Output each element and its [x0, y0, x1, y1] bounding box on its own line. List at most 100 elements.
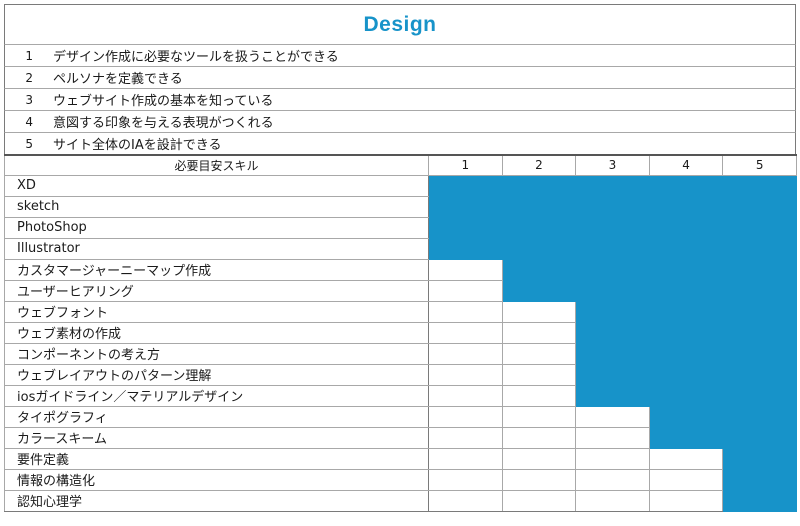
level-cell-empty: [501, 489, 577, 512]
level-cell-filled: [722, 468, 797, 491]
skill-name: PhotoShop: [4, 216, 429, 239]
goal-number: 1: [25, 48, 33, 63]
skill-name: ウェブレイアウトのパターン理解: [4, 363, 429, 386]
goal-number: 5: [25, 136, 33, 151]
level-cell-empty: [428, 405, 503, 428]
level-cell-empty: [575, 447, 650, 470]
level-cell-filled: [575, 237, 650, 260]
skill-sheet: Design 1 デザイン作成に必要なツールを扱うことができる 2 ペルソナを定…: [4, 4, 797, 522]
table-row: 情報の構造化: [4, 468, 797, 491]
level-cell-filled: [722, 363, 797, 386]
level-cell-filled: [648, 216, 724, 239]
skill-level-table: 必要目安スキル 1 2 3 4 5 XD sketch PhotoShop Illus…: [4, 154, 797, 512]
table-row: Illustrator: [4, 237, 797, 260]
level-cell-empty: [428, 300, 503, 323]
skill-name: カスタマージャーニーマップ作成: [4, 258, 429, 281]
level-cell-empty: [428, 426, 503, 449]
level-cell-filled: [575, 300, 650, 323]
goal-row: 2 ペルソナを定義できる: [4, 66, 796, 88]
skill-name: 要件定義: [4, 447, 429, 470]
level-cell-filled: [575, 342, 650, 365]
level-cell-filled: [648, 342, 724, 365]
skill-column-header: 必要目安スキル: [4, 154, 429, 176]
level-cell-empty: [648, 489, 724, 512]
level-cell-filled: [428, 174, 503, 197]
level-cell-empty: [428, 468, 503, 491]
level-cell-filled: [722, 195, 797, 218]
level-cell-filled: [575, 384, 650, 407]
level-cell-filled: [501, 216, 577, 239]
level-cell-filled: [501, 237, 577, 260]
level-cell-empty: [575, 489, 650, 512]
level-cell-filled: [648, 405, 724, 428]
level-cell-empty: [428, 384, 503, 407]
skill-name: iosガイドライン／マテリアルデザイン: [4, 384, 429, 407]
level-header: 5: [722, 154, 797, 176]
table-row: PhotoShop: [4, 216, 797, 239]
level-cell-filled: [722, 342, 797, 365]
level-cell-empty: [575, 405, 650, 428]
level-cell-filled: [648, 384, 724, 407]
level-cell-filled: [722, 384, 797, 407]
table-row: ユーザーヒアリング: [4, 279, 797, 302]
level-cell-filled: [501, 174, 577, 197]
goal-text: デザイン作成に必要なツールを扱うことができる: [53, 50, 339, 65]
level-cell-filled: [575, 195, 650, 218]
goal-number: 4: [25, 114, 33, 129]
level-cell-filled: [722, 279, 797, 302]
goal-number: 3: [25, 92, 33, 107]
goal-text: 意図する印象を与える表現がつくれる: [53, 116, 274, 131]
level-header: 3: [575, 154, 650, 176]
skill-name: 情報の構造化: [4, 468, 429, 491]
goal-row: 5 サイト全体のIAを設計できる: [4, 132, 796, 154]
level-cell-empty: [428, 279, 503, 302]
goal-number: 2: [25, 70, 33, 85]
level-cell-filled: [648, 300, 724, 323]
level-cell-filled: [722, 405, 797, 428]
level-cell-empty: [428, 321, 503, 344]
goal-text: ウェブサイト作成の基本を知っている: [53, 94, 274, 109]
level-cell-filled: [648, 174, 724, 197]
table-row: カラースキーム: [4, 426, 797, 449]
sheet-title: Design: [363, 12, 437, 36]
skill-name: カラースキーム: [4, 426, 429, 449]
level-cell-filled: [722, 489, 797, 512]
level-cell-filled: [648, 258, 724, 281]
table-row: sketch: [4, 195, 797, 218]
level-cell-filled: [575, 363, 650, 386]
skill-name: sketch: [4, 195, 429, 218]
level-cell-empty: [501, 468, 577, 491]
table-row: 認知心理学: [4, 489, 797, 512]
table-header-row: 必要目安スキル 1 2 3 4 5: [4, 154, 797, 176]
skill-name: ウェブフォント: [4, 300, 429, 323]
skill-name: ユーザーヒアリング: [4, 279, 429, 302]
level-cell-filled: [722, 258, 797, 281]
level-cell-empty: [428, 489, 503, 512]
skill-name: コンポーネントの考え方: [4, 342, 429, 365]
table-row: コンポーネントの考え方: [4, 342, 797, 365]
level-cell-empty: [428, 342, 503, 365]
level-cell-filled: [722, 300, 797, 323]
goal-text: ペルソナを定義できる: [53, 72, 183, 87]
level-header: 2: [501, 154, 577, 176]
level-cell-filled: [648, 363, 724, 386]
skill-name: ウェブ素材の作成: [4, 321, 429, 344]
table-row: 要件定義: [4, 447, 797, 470]
skill-name: タイポグラフィ: [4, 405, 429, 428]
goal-row: 3 ウェブサイト作成の基本を知っている: [4, 88, 796, 110]
level-cell-empty: [501, 300, 577, 323]
level-cell-filled: [501, 195, 577, 218]
level-cell-filled: [722, 447, 797, 470]
level-cell-filled: [575, 321, 650, 344]
table-row: タイポグラフィ: [4, 405, 797, 428]
level-cell-empty: [501, 447, 577, 470]
table-row: ウェブフォント: [4, 300, 797, 323]
level-cell-filled: [501, 279, 577, 302]
goal-text: サイト全体のIAを設計できる: [53, 138, 222, 153]
level-cell-filled: [575, 216, 650, 239]
level-cell-empty: [501, 384, 577, 407]
level-cell-empty: [575, 426, 650, 449]
level-cell-filled: [722, 237, 797, 260]
table-row: iosガイドライン／マテリアルデザイン: [4, 384, 797, 407]
level-cell-filled: [428, 195, 503, 218]
